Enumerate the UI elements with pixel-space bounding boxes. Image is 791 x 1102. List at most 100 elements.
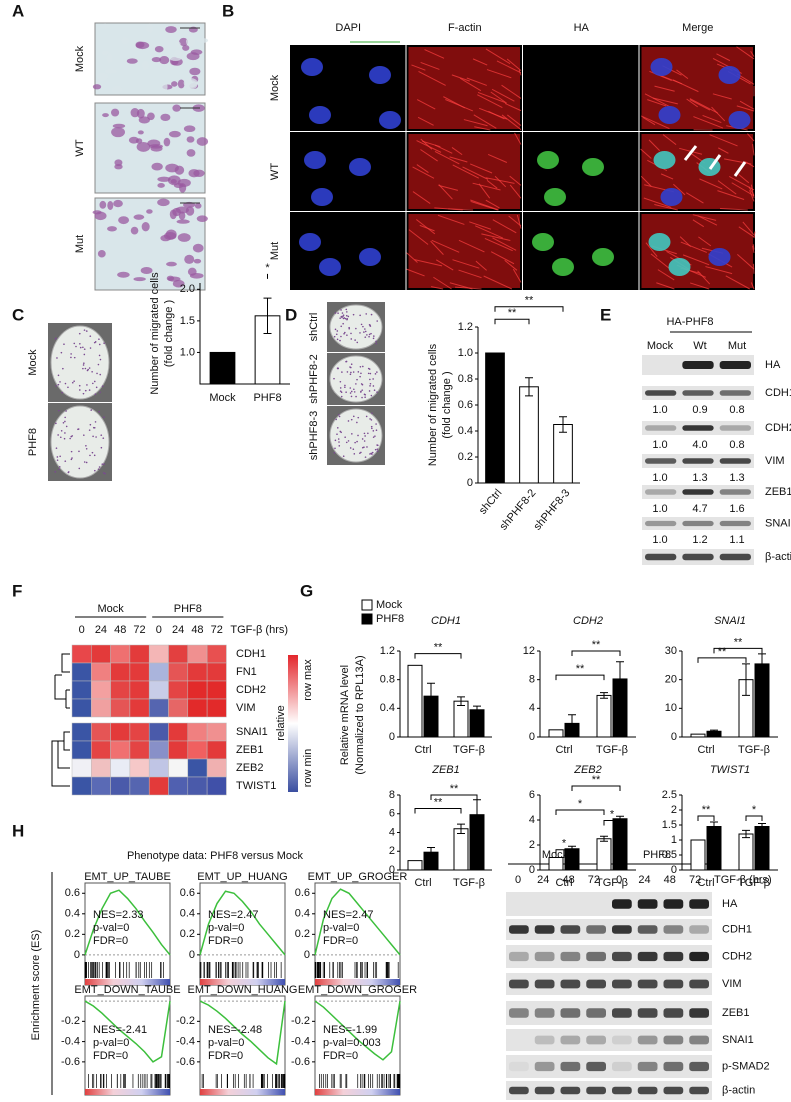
time-label: 24 <box>172 624 184 636</box>
cell-dot <box>376 320 378 322</box>
band <box>638 899 658 909</box>
cell <box>164 138 171 147</box>
heatmap-cell <box>111 699 130 717</box>
cell-dot <box>360 391 362 393</box>
y-tick-label: -0.2 <box>61 1015 80 1027</box>
cell-dot <box>370 383 372 385</box>
nucleus <box>379 111 401 129</box>
cell-dot <box>64 460 66 462</box>
cell-dot <box>343 333 345 335</box>
time-axis-label: TGF-β (hrs) <box>230 624 288 636</box>
fluorescence-image <box>523 132 639 211</box>
cell <box>186 37 195 46</box>
gene-set-name: EMT_UP_GROGER <box>308 871 408 883</box>
panel-label: F <box>12 581 22 600</box>
cell-dot <box>350 338 352 340</box>
band <box>561 1062 581 1071</box>
bar <box>520 387 539 483</box>
blot-label: CDH1 <box>765 387 791 399</box>
cell-dot <box>351 363 353 365</box>
cell-dot <box>94 381 96 383</box>
heatmap-cell <box>72 699 91 717</box>
heatmap-cell <box>130 699 149 717</box>
cell-dot <box>78 451 80 453</box>
nucleus <box>349 158 371 176</box>
cell-dot <box>63 422 65 424</box>
cell-dot <box>338 414 340 416</box>
bar <box>755 827 769 871</box>
band <box>509 952 529 961</box>
significance-bracket <box>415 809 461 814</box>
cell-dot <box>80 347 82 349</box>
blot-label: CDH2 <box>765 422 791 434</box>
heatmap-cell <box>188 741 207 759</box>
cell-dot <box>56 357 58 359</box>
x-tick-label: Ctrl <box>414 744 431 756</box>
nucleus <box>709 248 731 266</box>
cell-dot <box>340 325 342 327</box>
blot-label: CDH2 <box>722 950 752 962</box>
heatmap-cell <box>169 777 188 795</box>
time-label: 24 <box>537 874 549 886</box>
y-tick-label: 1.0 <box>180 346 195 358</box>
y-tick-label: 0.2 <box>65 928 80 940</box>
cell <box>197 38 208 43</box>
cell <box>189 68 200 75</box>
time-label: 48 <box>114 624 126 636</box>
cell-dot <box>354 453 356 455</box>
cell-dot <box>100 434 102 436</box>
cell <box>160 235 170 241</box>
y-tick-label: 0.8 <box>380 674 395 686</box>
blot-label: β-actin <box>765 551 791 563</box>
cell <box>102 51 109 55</box>
band <box>638 980 658 989</box>
cell <box>147 112 155 120</box>
cell-dot <box>369 385 371 387</box>
cell-dot <box>364 328 366 330</box>
gene-label: ZEB1 <box>236 744 264 756</box>
band <box>720 521 751 526</box>
heatmap-cell <box>91 699 110 717</box>
cell-dot <box>354 391 356 393</box>
cell-dot <box>95 341 97 343</box>
band <box>689 980 709 989</box>
band <box>664 1036 684 1045</box>
band <box>664 899 684 909</box>
cell-dot <box>90 409 92 411</box>
band <box>535 980 555 989</box>
y-tick-label: 1.5 <box>662 819 677 831</box>
band <box>645 489 676 495</box>
cell-dot <box>376 429 378 431</box>
cell-dot <box>341 371 343 373</box>
gene-label: SNAI1 <box>236 726 268 738</box>
row-label: WT <box>74 139 86 156</box>
statistic: NES=-2.41 <box>93 1024 147 1036</box>
significance-bracket <box>746 816 762 821</box>
cell-dot <box>374 389 376 391</box>
statistic: FDR=0 <box>323 935 358 947</box>
band <box>664 925 684 933</box>
cell-dot <box>102 385 104 387</box>
heatmap-cell <box>91 777 110 795</box>
nucleus <box>729 111 751 129</box>
band <box>535 952 555 961</box>
cell-dot <box>373 385 375 387</box>
y-tick-label: 0.6 <box>180 887 195 899</box>
y-tick-label: -0.4 <box>291 1036 310 1048</box>
x-tick-label: Ctrl <box>414 877 431 889</box>
heatmap-cell <box>188 645 207 663</box>
cell-dot <box>337 367 339 369</box>
cell-dot <box>343 318 345 320</box>
cell-dot <box>356 422 358 424</box>
cell-dot <box>65 410 67 412</box>
cell-dot <box>345 318 347 320</box>
cell-dot <box>358 371 360 373</box>
y-tick-label: 6 <box>389 808 395 820</box>
cell-dot <box>342 312 344 314</box>
cell-dot <box>371 314 373 316</box>
band <box>561 1008 581 1018</box>
heatmap-cell <box>91 645 110 663</box>
well <box>330 356 382 402</box>
y-tick-label: 0.4 <box>458 425 473 437</box>
